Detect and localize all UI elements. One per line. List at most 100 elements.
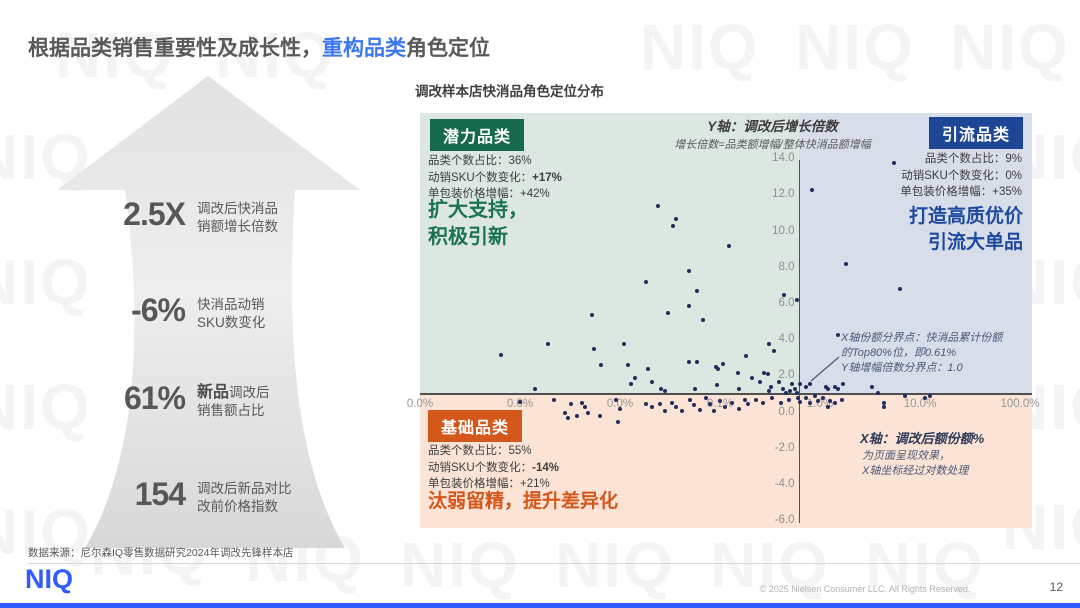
scatter-point [777,379,782,384]
scatter-point [737,386,742,391]
annotation-pointer-line [810,356,840,382]
niq-watermark: NIQ [950,10,1070,84]
stats-potential: 品类个数占比：36% 动销SKU个数变化：+17% 单包装价格增幅：+42% [428,155,562,200]
kpi-value: -6% [131,292,186,328]
scatter-point [659,386,664,391]
scatter-point [673,216,678,221]
scatter-point [695,289,700,294]
y-tick-label: 8.0 [778,260,795,273]
scatter-point [767,388,772,393]
scatter-point [797,381,802,386]
x-axis-title: X轴：调改后额份额% [860,431,985,446]
kpi-value: 61% [123,380,186,416]
scatter-point [714,383,719,388]
niq-watermark: NIQ [710,528,830,602]
scatter-point [765,372,770,377]
kpi-value: 2.5X [123,196,186,232]
kpi-label: 快消品动销 SKU数变化 [197,297,266,330]
scatter-point [787,397,792,402]
scatter-point [650,379,655,384]
action-traffic: 打造高质优价 引流大单品 [908,206,1023,253]
x-tick-label: 0.0% [406,398,434,411]
scatter-point [784,391,789,396]
scatter-point [795,396,800,401]
up-arrow-icon [57,76,360,548]
kpi-row: 154 调改后新品对比 改前价格指数 [45,476,385,528]
scatter-point [797,399,802,404]
y-axis-title: Y轴：调改后增长倍数 [707,119,838,134]
x-tick-label: 100.0% [1000,398,1040,411]
y-axis-subtitle: 增长倍数=品类额增幅/整体快消品额增幅 [674,139,871,151]
scatter-point [795,298,800,303]
kpi-row: 2.5X 调改后快消品 销额增长倍数 [45,196,385,248]
scatter-point [615,420,620,425]
scatter-point [841,381,846,386]
scatter-point [781,386,786,391]
kpi-label: 调改后新品对比 改前价格指数 [197,481,292,514]
page-number: 12 [1049,580,1063,594]
niq-watermark: NIQ [400,528,520,602]
scatter-point [761,400,766,405]
scatter-point [583,405,588,410]
scatter-point [565,415,570,420]
footer-divider [28,563,1080,564]
scatter-point [928,394,933,399]
scatter-point [687,359,692,364]
y-tick-label: -6.0 [774,514,795,527]
scatter-point [807,400,812,405]
scatter-point [767,341,772,346]
scatter-point [687,269,692,274]
scatter-point [869,385,874,390]
scatter-point [820,396,825,401]
scatter-point [828,398,833,403]
scatter-point [769,396,774,401]
scatter-point [586,410,591,415]
y-axis-divider-line [798,160,801,523]
niq-watermark: NIQ [795,10,915,84]
scatter-point [720,361,725,366]
scatter-point [692,386,697,391]
scatter-point [662,388,667,393]
scatter-point [812,394,817,399]
scatter-point [568,402,573,407]
kpi-label: 调改后快消品 销额增长倍数 [197,201,278,234]
scatter-point [737,406,742,411]
scatter-point [669,400,674,405]
quadrant-label-basic: 基础品类 [428,410,523,442]
kpi-row: -6% 快消品动销 SKU数变化 [45,292,385,344]
scatter-point [632,376,637,381]
scatter-point [825,405,830,410]
scatter-point [803,396,808,401]
scatter-point [715,367,720,372]
title-suffix: 角色定位 [406,37,490,61]
scatter-point [552,397,557,402]
x-tick-label: 0.0% [506,398,534,411]
y-axis-header: Y轴：调改后增长倍数 增长倍数=品类额增幅/整体快消品额增幅 [600,115,945,152]
niq-watermark: NIQ [555,528,675,602]
scatter-point [701,318,706,323]
scatter-point [807,381,812,386]
scatter-point [599,363,604,368]
scatter-point [815,398,820,403]
scatter-point [518,399,522,404]
scatter-point [711,408,716,413]
scatter-point [726,243,731,248]
scatter-point [622,341,627,346]
scatter-point [803,385,808,390]
scatter-point [656,204,661,209]
scatter-point [782,292,787,297]
scatter-point [743,397,748,402]
scatter-point [772,348,777,353]
niq-watermark: NIQ [865,528,985,602]
scatter-point [843,262,848,267]
scatter-point [922,396,927,401]
title-highlight: 重构品类 [322,37,406,61]
copyright-text: © 2025 Nielsen Consumer LLC. All Rights … [759,584,971,594]
scatter-point [499,352,504,357]
scatter-point [882,405,887,410]
quadrant-label-traffic: 引流品类 [928,117,1023,149]
niq-logo: NIQ [25,564,74,594]
scatter-point [592,347,597,352]
scatter-point [707,402,712,407]
kpi-value: 154 [134,476,186,512]
